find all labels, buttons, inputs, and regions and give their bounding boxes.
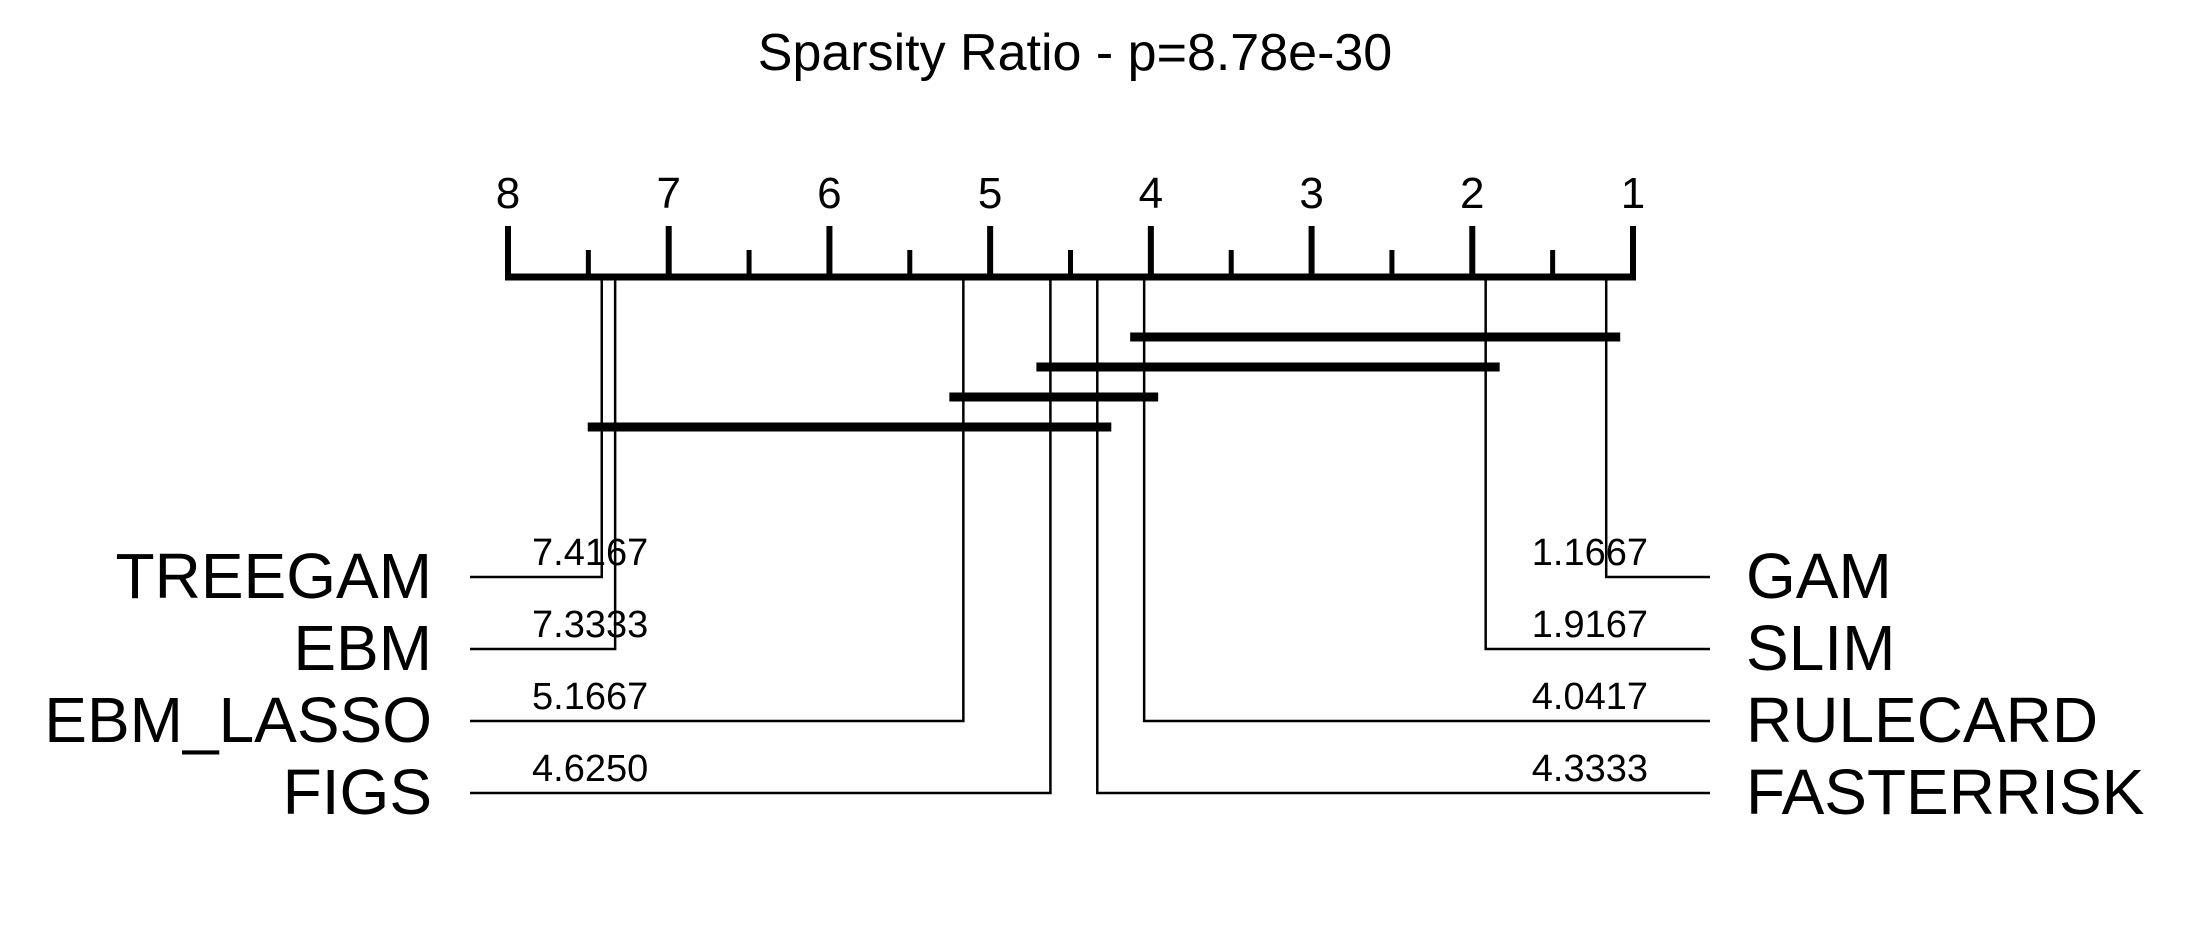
method-rank-line: [470, 277, 617, 651]
tick-label: 2: [1460, 169, 1484, 218]
method-lines: TREEGAM 7.4167 EBM 7.3333 EBM_LASSO 5.1667 FIG…: [44, 277, 2144, 828]
method-name: EBM_LASSO: [44, 684, 432, 756]
rank-value-label: 1.1667: [1532, 532, 1648, 574]
tick-label: 7: [656, 169, 680, 218]
tick-label: 6: [817, 169, 841, 218]
tick-label: 1: [1621, 169, 1645, 218]
tick-label: 3: [1299, 169, 1323, 218]
clique-bars: [587, 332, 1621, 432]
method-name: GAM: [1746, 540, 1892, 612]
method-rank-line: [470, 277, 1052, 795]
tick-label: 4: [1139, 169, 1163, 218]
method-name: FIGS: [283, 756, 432, 828]
method-name: SLIM: [1746, 612, 1895, 684]
rank-value-label: 4.0417: [1532, 676, 1648, 718]
rank-value-label: 7.3333: [532, 604, 648, 646]
rank-axis: 8 7 6 5 4 3 2 1: [496, 169, 1645, 281]
rank-value-label: 4.6250: [532, 748, 648, 790]
rank-value-label: 4.3333: [1532, 748, 1648, 790]
method-name: TREEGAM: [116, 540, 432, 612]
rank-value-label: 1.9167: [1532, 604, 1648, 646]
tick-label: 8: [496, 169, 520, 218]
rank-value-label: 5.1667: [532, 676, 648, 718]
method-name: FASTERRISK: [1746, 756, 2144, 828]
method-name: EBM: [293, 612, 432, 684]
tick-label: 5: [978, 169, 1002, 218]
method-rank-line: [470, 277, 965, 723]
method-rank-line: [470, 277, 603, 579]
chart-title: Sparsity Ratio - p=8.78e-30: [758, 24, 1392, 82]
method-rank-line: [1484, 277, 1710, 651]
method-rank-line: [1096, 277, 1710, 795]
method-rank-line: [1142, 277, 1710, 723]
method-rank-line: [1604, 277, 1710, 579]
rank-value-label: 7.4167: [532, 532, 648, 574]
method-name: RULECARD: [1746, 684, 2098, 756]
